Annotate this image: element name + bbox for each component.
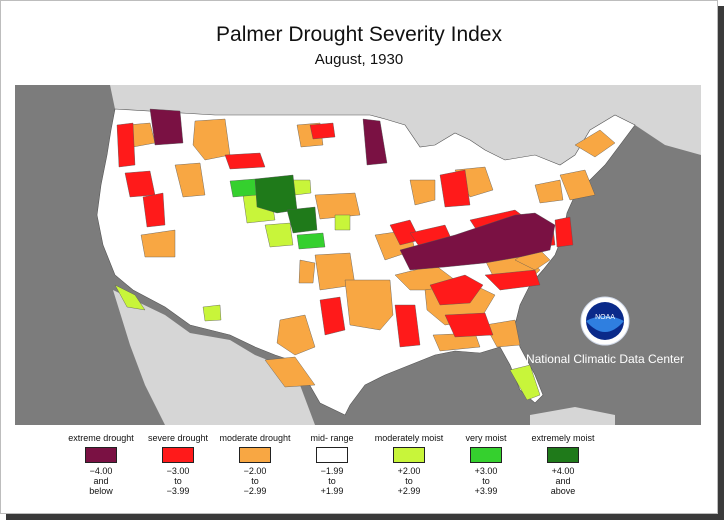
canada-land — [15, 85, 701, 165]
legend-range: +4.00 and above — [550, 466, 576, 496]
legend: extreme drought −4.00 and below severe d… — [61, 421, 661, 509]
map-title: Palmer Drought Severity Index — [216, 23, 502, 46]
legend-label: extremely moist — [531, 433, 595, 443]
legend-item-very-moist: very moist +3.00 to +3.99 — [446, 421, 526, 496]
legend-range: −3.00 to −3.99 — [166, 466, 190, 496]
very-moist-regions — [229, 178, 326, 250]
legend-item-moderate-drought: moderate drought −2.00 to −2.99 — [215, 421, 295, 496]
legend-swatch — [239, 447, 271, 463]
legend-range: +2.00 to +2.99 — [397, 466, 421, 496]
legend-range: −2.00 to −2.99 — [243, 466, 267, 496]
legend-swatch — [162, 447, 194, 463]
mexico-land — [113, 290, 315, 425]
legend-item-extremely-moist: extremely moist +4.00 and above — [523, 421, 603, 496]
legend-item-moderately-moist: moderately moist +2.00 to +2.99 — [369, 421, 449, 496]
ncdc-caption: National Climatic Data Center — [526, 352, 684, 366]
legend-swatch — [393, 447, 425, 463]
cuba-land — [530, 407, 615, 425]
noaa-logo: NOAA — [580, 296, 630, 346]
legend-range: −1.99 to +1.99 — [320, 466, 344, 496]
map-frame: Palmer Drought Severity Index August, 19… — [0, 0, 718, 514]
legend-label: severe drought — [147, 433, 209, 443]
legend-swatch — [316, 447, 348, 463]
legend-swatch — [85, 447, 117, 463]
legend-swatch — [547, 447, 579, 463]
noaa-logo-text: NOAA — [595, 314, 615, 321]
legend-label: moderately moist — [374, 433, 444, 443]
legend-label: extreme drought — [68, 433, 134, 443]
legend-range: −4.00 and below — [89, 466, 113, 496]
legend-item-extreme-drought: extreme drought −4.00 and below — [61, 421, 141, 496]
legend-label: moderate drought — [219, 433, 291, 443]
legend-range: +3.00 to +3.99 — [474, 466, 498, 496]
legend-item-mid-range: mid- range −1.99 to +1.99 — [292, 421, 372, 496]
legend-label: very moist — [465, 433, 507, 443]
legend-label: mid- range — [310, 433, 354, 443]
map-subtitle: August, 1930 — [314, 51, 404, 68]
legend-swatch — [470, 447, 502, 463]
legend-item-severe-drought: severe drought −3.00 to −3.99 — [138, 421, 218, 496]
extreme-drought-regions — [149, 108, 556, 271]
extremely-moist-regions — [254, 174, 318, 234]
drought-map: NOAA National Climatic Data Center — [15, 85, 701, 425]
